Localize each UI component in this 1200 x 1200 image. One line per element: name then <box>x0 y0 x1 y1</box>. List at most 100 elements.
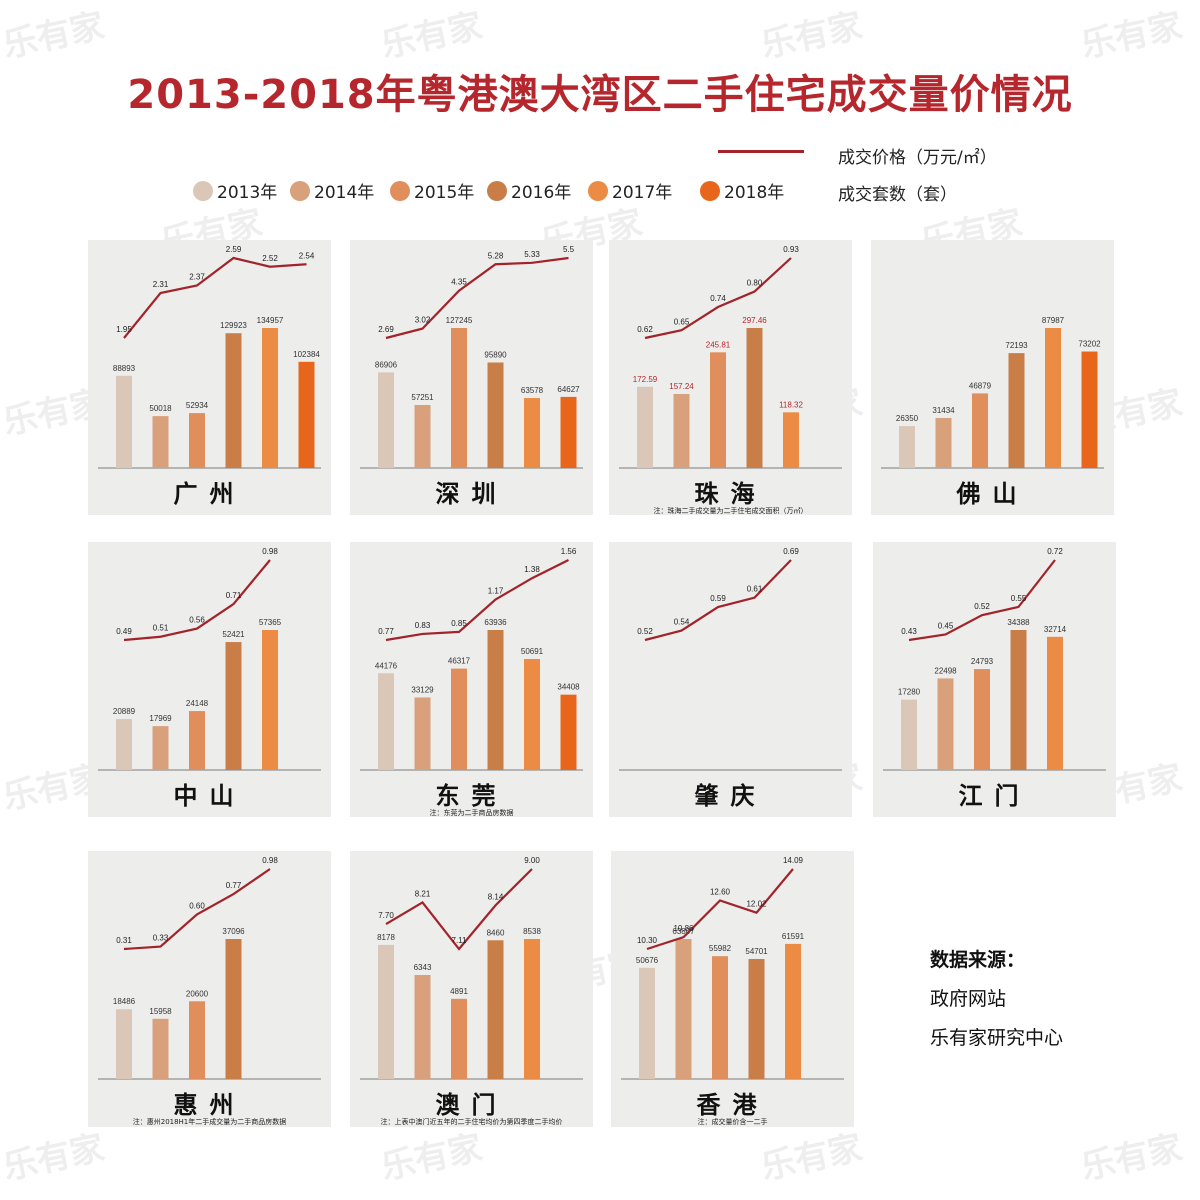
city-chart: 50676 63807 55982 54701 61591 10.30 10.86 12.60… <box>621 856 844 1080</box>
volume-value-label: 26350 <box>896 414 919 423</box>
price-value-label: 0.98 <box>262 856 278 865</box>
volume-bar <box>1081 351 1098 468</box>
volume-value-label: 32714 <box>1044 625 1067 634</box>
legend-year-swatch <box>588 180 608 201</box>
city-panel: 26350 31434 46879 72193 87987 73202 佛山 <box>871 240 1114 515</box>
price-value-label: 0.62 <box>637 325 653 334</box>
legend-year-item: 2014年 <box>290 178 374 204</box>
price-value-label: 0.77 <box>226 881 242 890</box>
volume-value-label: 33129 <box>411 685 434 694</box>
volume-bar <box>637 386 653 468</box>
price-line <box>908 559 1056 642</box>
volume-value-label: 44176 <box>375 661 398 670</box>
price-line <box>646 868 794 951</box>
price-line <box>385 256 569 340</box>
city-chart: 86906 57251 127245 95890 63578 64627 2.69 3.02 4… <box>360 245 583 469</box>
price-line <box>385 868 533 951</box>
chart-legend: 成交价格（万元/㎡） 成交套数（套） 2013年 2014年 2015年 2016年 2… <box>0 0 1200 220</box>
volume-bar <box>225 642 242 770</box>
city-panel: 86906 57251 127245 95890 63578 64627 2.69 3.02 4… <box>350 240 593 515</box>
volume-value-label: 20600 <box>186 989 209 998</box>
legend-year-swatch <box>193 180 213 201</box>
volume-bar <box>712 956 728 1079</box>
price-value-label: 4.35 <box>451 278 467 287</box>
volume-bar <box>189 711 205 770</box>
volume-value-label: 17280 <box>898 688 921 697</box>
volume-value-label: 18486 <box>113 997 136 1006</box>
volume-value-label: 61591 <box>782 932 805 941</box>
page-title: 2013-2018年粤港澳大湾区二手住宅成交量价情况 <box>127 72 1073 118</box>
panel-note: 注：惠州2018H1年二手成交量为二手商品房数据 <box>132 1118 287 1126</box>
volume-bar <box>225 333 242 468</box>
volume-value-label: 22498 <box>934 666 957 675</box>
legend-year-item: 2016年 <box>487 178 571 204</box>
volume-value-label: 8460 <box>487 928 505 937</box>
volume-value-label: 73202 <box>1078 340 1101 349</box>
source-label: 数据来源： <box>930 949 1026 971</box>
legend-year-label: 2013年 <box>217 183 278 203</box>
city-chart: 88893 50018 52934 129923 134957 102384 1.95 2.3… <box>98 245 321 469</box>
volume-bar <box>1008 353 1025 468</box>
city-name: 澳门 <box>435 1091 508 1119</box>
source-item: 政府网站 <box>930 988 1007 1010</box>
volume-value-label: 63807 <box>672 927 695 936</box>
price-value-label: 2.31 <box>153 280 169 289</box>
volume-bar <box>116 1009 132 1079</box>
price-value-label: 0.93 <box>783 245 799 254</box>
city-chart: 8178 6343 4891 8460 8538 7.70 8.21 7.11 8.14 9.00 <box>360 856 583 1080</box>
volume-value-label: 8538 <box>523 927 541 936</box>
legend-price-label: 成交价格（万元/㎡） <box>838 148 997 168</box>
price-value-label: 12.60 <box>710 887 731 896</box>
price-value-label: 12.02 <box>746 900 767 909</box>
volume-bar <box>225 939 242 1079</box>
legend-year-swatch <box>390 180 410 201</box>
volume-value-label: 64627 <box>557 385 580 394</box>
volume-bar <box>783 412 799 468</box>
price-value-label: 10.30 <box>637 936 658 945</box>
volume-bar <box>262 328 278 468</box>
price-value-label: 1.17 <box>488 586 504 595</box>
panel-note: 注：上表中澳门近五年的二手住宅均价为第四季度二手均价 <box>380 1118 563 1126</box>
city-panel: 8178 6343 4891 8460 8538 7.70 8.21 7.11 8.14 9.00… <box>350 851 593 1127</box>
city-name: 佛山 <box>956 480 1029 508</box>
city-chart: 44176 33129 46317 63936 50691 34408 0.77 0.83 0.… <box>360 547 583 771</box>
volume-value-label: 86906 <box>375 360 398 369</box>
volume-value-label: 50691 <box>521 647 544 656</box>
city-name: 珠海 <box>694 480 767 508</box>
volume-bar <box>152 416 169 468</box>
legend-year-item: 2015年 <box>390 178 474 204</box>
city-name: 惠州 <box>173 1091 246 1119</box>
legend-year-swatch <box>487 180 507 201</box>
price-value-label: 0.54 <box>674 618 690 627</box>
volume-value-label: 87987 <box>1042 316 1065 325</box>
price-value-label: 2.37 <box>189 273 205 282</box>
volume-value-label: 52421 <box>222 630 245 639</box>
volume-bar <box>116 375 132 468</box>
volume-value-label: 34408 <box>557 683 580 692</box>
volume-bar <box>1010 630 1027 770</box>
volume-bar <box>901 699 917 770</box>
volume-value-label: 72193 <box>1005 341 1028 350</box>
price-value-label: 0.72 <box>1047 547 1063 556</box>
volume-bar <box>710 352 726 468</box>
volume-bar <box>378 673 394 770</box>
price-value-label: 2.54 <box>299 251 315 260</box>
volume-bar <box>262 630 278 770</box>
volume-value-label: 46879 <box>969 381 992 390</box>
price-value-label: 5.28 <box>488 251 504 260</box>
legend-year-label: 2017年 <box>612 183 673 203</box>
city-panel: 88893 50018 52934 129923 134957 102384 1.95 2.3… <box>88 240 331 515</box>
price-line <box>123 559 271 642</box>
panel-note: 注：东莞为二手商品房数据 <box>429 809 514 817</box>
volume-value-label: 6343 <box>414 963 432 972</box>
price-value-label: 1.95 <box>116 325 132 334</box>
price-value-label: 2.52 <box>262 254 278 263</box>
volume-value-label: 57365 <box>259 618 282 627</box>
panel-note: 注：成交量价含一二手 <box>697 1118 768 1126</box>
price-value-label: 0.74 <box>710 294 726 303</box>
price-value-label: 0.83 <box>415 621 431 630</box>
volume-bar <box>378 372 394 468</box>
city-chart: 20889 17969 24148 52421 57365 0.49 0.51 0.56 0.7… <box>98 547 321 771</box>
price-value-label: 0.56 <box>189 616 205 625</box>
volume-value-label: 8178 <box>377 933 395 942</box>
